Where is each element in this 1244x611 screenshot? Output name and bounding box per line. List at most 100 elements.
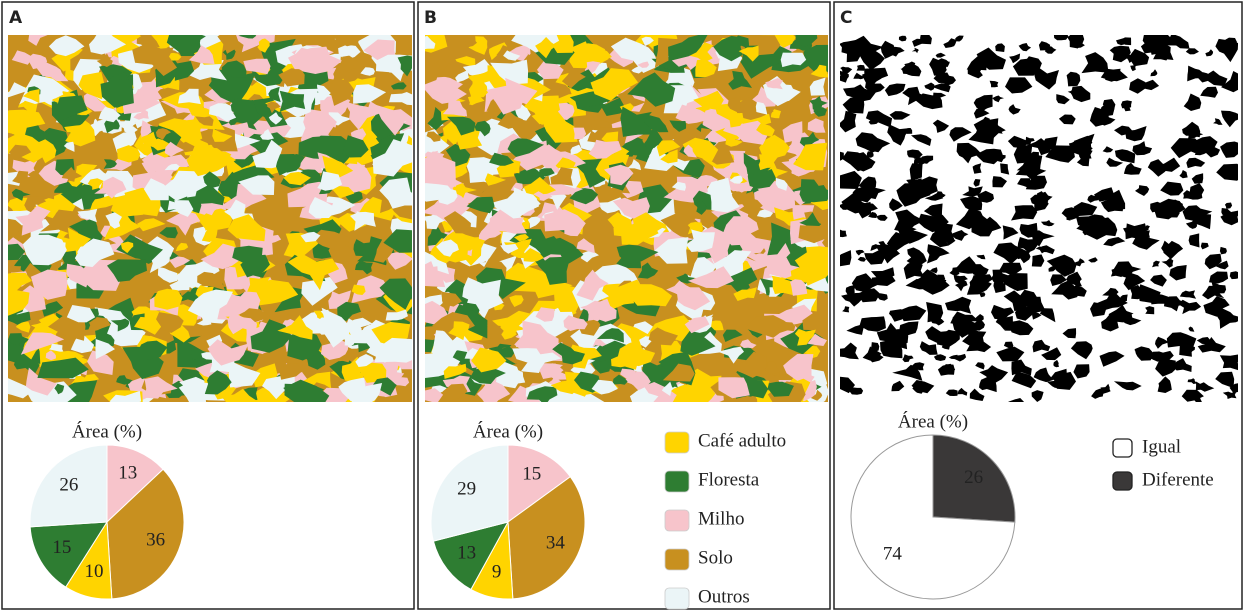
map-patch — [1113, 381, 1142, 391]
map-patch — [656, 140, 681, 157]
map-patch — [637, 61, 650, 68]
map-patch — [98, 106, 121, 123]
map-patch — [1192, 393, 1202, 402]
map-patch — [15, 205, 51, 236]
map-patch — [971, 318, 985, 331]
map-patch — [793, 142, 828, 171]
pie-slice — [507, 444, 571, 523]
map-patch — [1040, 220, 1055, 227]
map-patch — [109, 390, 142, 402]
map-patch — [891, 380, 905, 392]
map-patch — [1119, 37, 1132, 46]
map-patch — [116, 234, 163, 261]
map-patch — [1157, 199, 1183, 213]
map-patch — [992, 176, 1007, 188]
map-patch — [915, 93, 943, 110]
map-patch — [1097, 112, 1116, 126]
map-patch — [308, 197, 339, 219]
map-patch — [859, 316, 886, 332]
map-patch — [912, 362, 925, 371]
map-patch — [339, 68, 360, 82]
map-patch — [1019, 222, 1038, 238]
map-patch — [622, 140, 647, 157]
map-patch — [244, 132, 289, 158]
value-label: 13 — [457, 542, 476, 563]
map-patch — [476, 379, 511, 402]
map-patch — [503, 50, 521, 61]
map-patch — [713, 35, 744, 62]
map-patch — [809, 96, 828, 113]
map-patch — [70, 331, 95, 354]
map-patch — [612, 374, 628, 385]
map-patch — [957, 128, 967, 136]
map-patch — [1221, 71, 1238, 93]
map-patch — [1160, 181, 1184, 196]
map-patch — [8, 272, 32, 295]
map-patch — [932, 119, 950, 133]
map-patch — [768, 84, 796, 103]
map-patch — [1050, 274, 1067, 286]
map-patch — [842, 95, 865, 114]
map-patch — [1130, 65, 1136, 72]
map-patch — [950, 311, 978, 327]
map-patch — [385, 309, 408, 321]
map-patch — [1150, 274, 1167, 287]
map-patch — [1033, 367, 1054, 383]
map-patch — [511, 191, 540, 218]
map-patch — [1066, 212, 1075, 221]
panel-label: B — [424, 8, 437, 28]
map-patch — [362, 137, 380, 149]
map-patch — [105, 212, 122, 229]
map-patch — [904, 61, 916, 71]
map-patch — [1185, 48, 1199, 55]
map-patch — [1123, 162, 1142, 175]
map-patch — [123, 126, 138, 134]
map-patch — [785, 360, 800, 372]
map-patch — [470, 367, 506, 384]
map-patch — [896, 183, 931, 207]
map — [840, 35, 1238, 402]
map-patch — [858, 176, 877, 191]
map-patch — [175, 242, 189, 252]
map-patch — [164, 163, 181, 171]
map-patch — [426, 131, 441, 142]
map-patch — [840, 250, 852, 267]
map-patch — [8, 288, 30, 316]
map-patch — [174, 200, 194, 217]
map-patch — [447, 116, 476, 136]
map-patch — [77, 208, 98, 223]
map-patch — [186, 147, 237, 178]
map-patch — [1216, 163, 1238, 181]
map-patch — [840, 151, 844, 161]
map-patch — [845, 284, 856, 297]
map-patch — [104, 117, 120, 134]
map-patch — [996, 346, 1025, 362]
map-patch — [514, 234, 529, 242]
map-patch — [693, 90, 724, 110]
map-patch — [533, 191, 553, 201]
map-patch — [225, 98, 264, 126]
map-patch — [166, 35, 206, 53]
map-patch — [512, 348, 541, 363]
map-patch — [675, 104, 716, 124]
map-patch — [1053, 359, 1059, 368]
map-patch — [764, 361, 780, 374]
map-patch — [911, 47, 919, 54]
map-patch — [350, 128, 367, 141]
map-patch — [427, 107, 450, 131]
map-patch — [212, 128, 233, 142]
map-patch — [955, 208, 985, 230]
pie-title: Área (%) — [72, 420, 142, 442]
map-patch — [1018, 43, 1032, 52]
map-patch — [303, 108, 337, 135]
map-patch — [425, 180, 451, 202]
map-patch — [931, 83, 951, 93]
map-patch — [116, 375, 133, 385]
map-patch — [1153, 49, 1169, 61]
map-patch — [1011, 205, 1038, 221]
map-patch — [734, 97, 774, 120]
map-patch — [718, 377, 750, 399]
map-patch — [301, 277, 338, 306]
map-patch — [550, 167, 573, 186]
map-patch — [1141, 79, 1160, 91]
